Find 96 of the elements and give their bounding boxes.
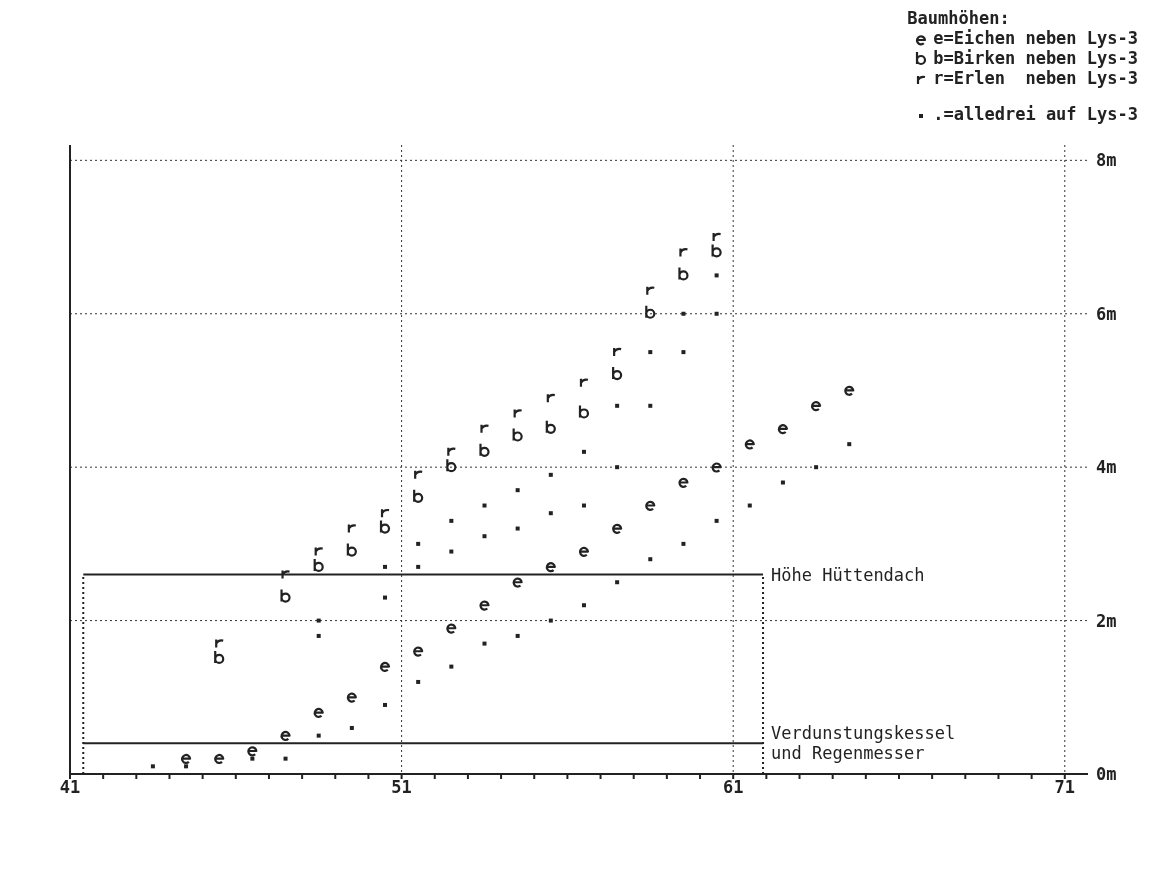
point (612, 366, 623, 381)
point (280, 588, 291, 603)
point (346, 542, 357, 557)
point (810, 401, 822, 412)
point (480, 423, 490, 434)
point (280, 730, 291, 742)
point (482, 641, 487, 646)
point (184, 764, 189, 769)
point (250, 756, 255, 761)
y-tick-label: 2m (1096, 610, 1117, 631)
legend-label: b=Birken neben Lys-3 (933, 48, 1138, 68)
legend-label: e=Eichen neben Lys-3 (933, 28, 1138, 48)
point (482, 503, 487, 508)
x-tick-label: 71 (1054, 777, 1076, 798)
point (615, 580, 620, 585)
point (645, 500, 656, 511)
point (847, 442, 852, 447)
point (711, 462, 722, 473)
y-tick-label: 8m (1096, 150, 1117, 171)
point (681, 350, 686, 355)
ref-line-label: Verdunstungskessel und Regenmesser (771, 723, 956, 764)
point (349, 725, 354, 730)
point (479, 600, 490, 611)
point (512, 427, 523, 442)
point (215, 638, 225, 649)
point (214, 753, 225, 765)
legend-title: Baumhöhen: (907, 8, 1011, 28)
point (678, 477, 689, 488)
point (545, 562, 556, 573)
point (281, 569, 291, 580)
point (777, 424, 789, 435)
point (714, 311, 719, 316)
point (648, 403, 653, 408)
point (446, 458, 457, 473)
point (449, 549, 454, 554)
point (515, 633, 520, 638)
point (648, 557, 653, 562)
point (416, 564, 421, 569)
point (714, 518, 719, 523)
point (581, 449, 586, 454)
point (180, 753, 192, 765)
point (247, 746, 258, 757)
point (678, 266, 689, 281)
point (681, 311, 686, 316)
point (446, 623, 457, 634)
point (383, 702, 388, 707)
x-tick-label: 51 (391, 777, 412, 798)
point (449, 664, 454, 669)
point (150, 764, 155, 769)
point (714, 273, 719, 278)
point (512, 577, 523, 588)
point (383, 564, 388, 569)
y-tick-label: 6m (1096, 303, 1117, 324)
point (316, 733, 321, 738)
point (681, 541, 686, 546)
point (379, 661, 391, 673)
point (449, 518, 454, 523)
point (648, 350, 653, 355)
point (515, 526, 520, 531)
point (747, 503, 752, 508)
point (283, 756, 288, 761)
x-tick-label: 61 (722, 777, 744, 798)
point (578, 404, 590, 419)
point (416, 679, 421, 684)
point (313, 707, 324, 719)
point (379, 519, 391, 534)
y-tick-label: 4m (1096, 457, 1117, 478)
point (548, 618, 553, 623)
legend-label: .=alledrei auf Lys-3 (933, 104, 1138, 124)
point (581, 503, 586, 508)
point (346, 692, 357, 703)
point (645, 304, 656, 319)
point (711, 243, 722, 258)
point (416, 541, 421, 546)
point (548, 472, 553, 477)
point (316, 618, 321, 623)
x-tick-label: 41 (59, 777, 81, 798)
point (780, 480, 785, 485)
point (615, 465, 620, 470)
point (612, 523, 623, 534)
point (844, 385, 855, 396)
point (515, 488, 520, 493)
point (482, 534, 487, 539)
point (615, 403, 620, 408)
point (578, 546, 590, 557)
point (814, 465, 819, 470)
point (548, 511, 553, 516)
point (744, 439, 755, 450)
point (316, 633, 321, 638)
point (383, 595, 388, 600)
point (413, 646, 424, 657)
point (581, 603, 586, 608)
y-tick-label: 0m (1096, 764, 1117, 785)
point (679, 247, 689, 258)
legend-label: r=Erlen neben Lys-3 (933, 68, 1138, 88)
ref-line-label: Höhe Hüttendach (771, 564, 925, 585)
